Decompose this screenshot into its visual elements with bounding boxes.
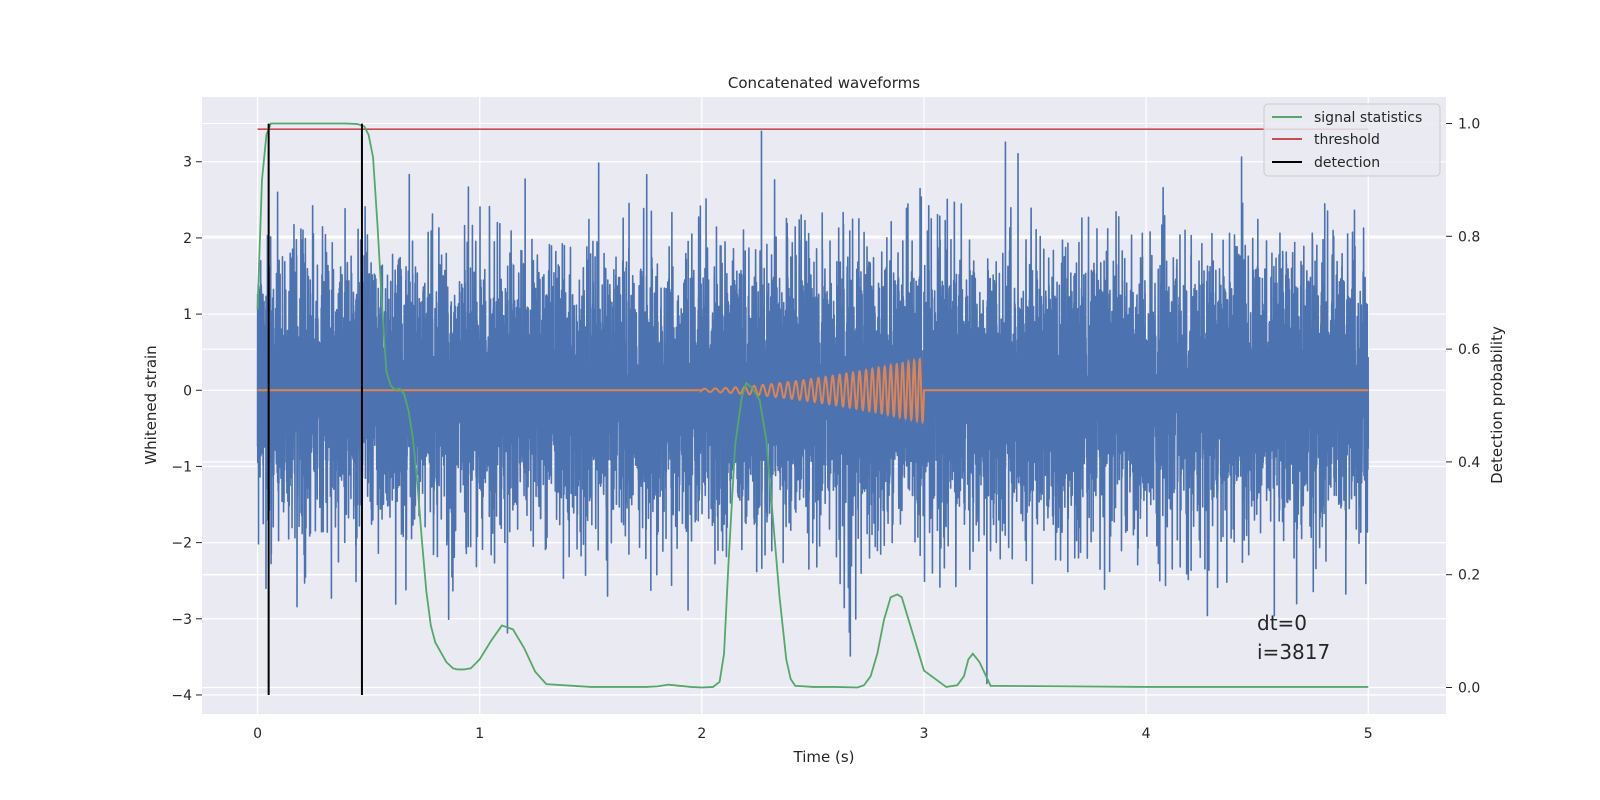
whitened-strain-series (256, 130, 1370, 685)
y-axis-title: Whitened strain (142, 345, 160, 464)
legend-box (1263, 103, 1441, 177)
y2-tick-label: 1.0 (1458, 117, 1480, 133)
legend-label-threshold: threshold (1314, 132, 1380, 148)
x-tick-label: 4 (1142, 726, 1151, 742)
y-tick-label: −1 (171, 459, 192, 475)
x-tick-label: 1 (475, 726, 484, 742)
injected-waveform-series (257, 357, 1369, 425)
y-tick-label: 2 (183, 231, 192, 247)
legend: signal statistics threshold detection (1263, 103, 1441, 177)
y-tick-label: −2 (171, 536, 192, 552)
y-tick-label: −3 (171, 612, 192, 628)
y2-axis-title: Detection probability (1488, 326, 1506, 484)
legend-label-detection: detection (1314, 155, 1380, 171)
axes: 0 1 2 3 4 5 −4 −3 −2 −1 0 1 2 3 0.0 0.2 0.4 0.6 0.8 1.0 (171, 117, 1480, 742)
signal-statistics-line (256, 122, 1369, 689)
legend-label-signal-statistics: signal statistics (1314, 110, 1422, 126)
chart-title: Concatenated waveforms (728, 74, 920, 92)
y-tick-label: 3 (183, 155, 192, 171)
x-tick-label: 3 (920, 726, 929, 742)
x-tick-label: 5 (1364, 726, 1373, 742)
y-tick-label: −4 (171, 688, 192, 704)
y2-tick-label: 0.0 (1458, 680, 1480, 696)
annotation-dt: dt=0 (1257, 611, 1307, 635)
annotation-index: i=3817 (1257, 640, 1330, 664)
y-tick-label: 1 (183, 307, 192, 323)
x-tick-label: 2 (697, 726, 706, 742)
y2-tick-label: 0.4 (1458, 455, 1480, 471)
y2-tick-label: 0.2 (1458, 568, 1480, 584)
y2-tick-label: 0.6 (1458, 342, 1480, 358)
x-axis-title: Time (s) (793, 748, 855, 766)
y-tick-label: 0 (183, 383, 192, 399)
detection-markers (267, 123, 363, 695)
y2-tick-label: 0.8 (1458, 229, 1480, 245)
x-tick-label: 0 (253, 726, 262, 742)
